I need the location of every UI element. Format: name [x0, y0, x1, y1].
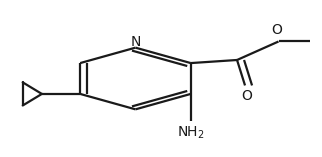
Text: NH$_2$: NH$_2$ — [177, 124, 204, 141]
Text: N: N — [130, 35, 141, 49]
Text: O: O — [271, 23, 282, 37]
Text: O: O — [241, 89, 252, 103]
